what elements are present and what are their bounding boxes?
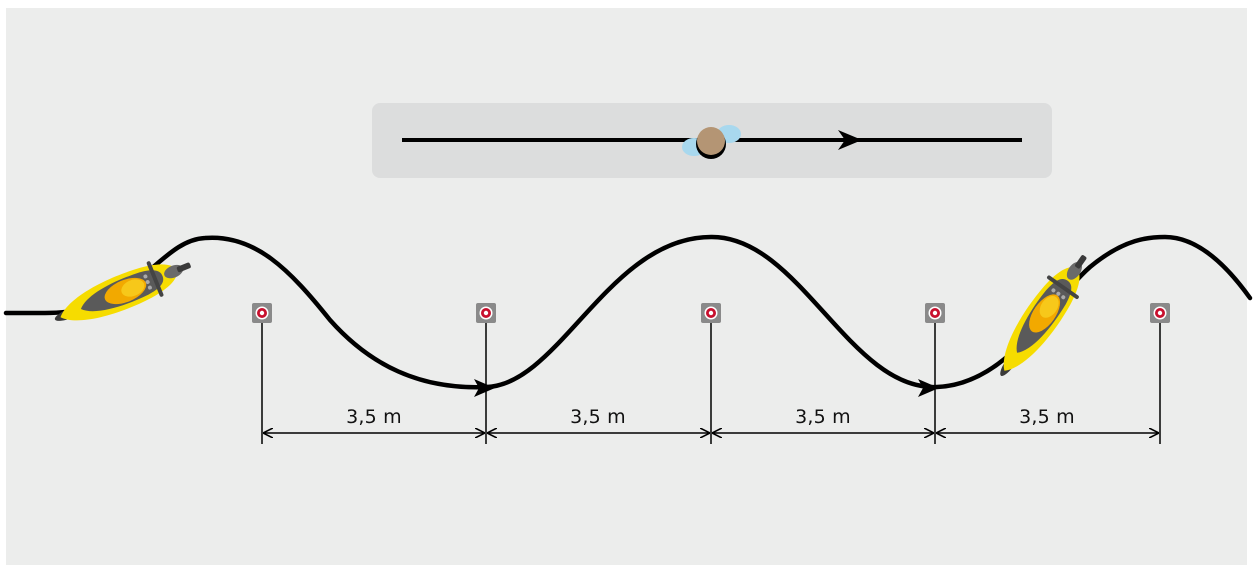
cone-marker-icon [476,303,496,323]
dimension-label: 3,5 m [570,406,626,428]
path-arrow-icon [918,379,939,397]
motorcycle-top-view-icon [1000,255,1087,376]
cone-markers [252,303,1170,323]
path-arrow-icon [474,379,495,397]
dimension-label: 3,5 m [346,406,402,428]
legend-box [372,103,1052,178]
dimension-label: 3,5 m [1019,406,1075,428]
legend-direction-arrow-icon [838,130,862,150]
reference-lines [261,318,1161,444]
dimension-label: 3,5 m [795,406,851,428]
cone-marker-icon [252,303,272,323]
cone-marker-icon [925,303,945,323]
background-panel [6,8,1247,565]
cone-marker-icon [1150,303,1170,323]
pedestrian-top-view-icon [682,125,741,159]
slalom-path [3,234,1253,390]
motorcycle-top-view-icon [54,261,191,321]
cone-marker-icon [701,303,721,323]
